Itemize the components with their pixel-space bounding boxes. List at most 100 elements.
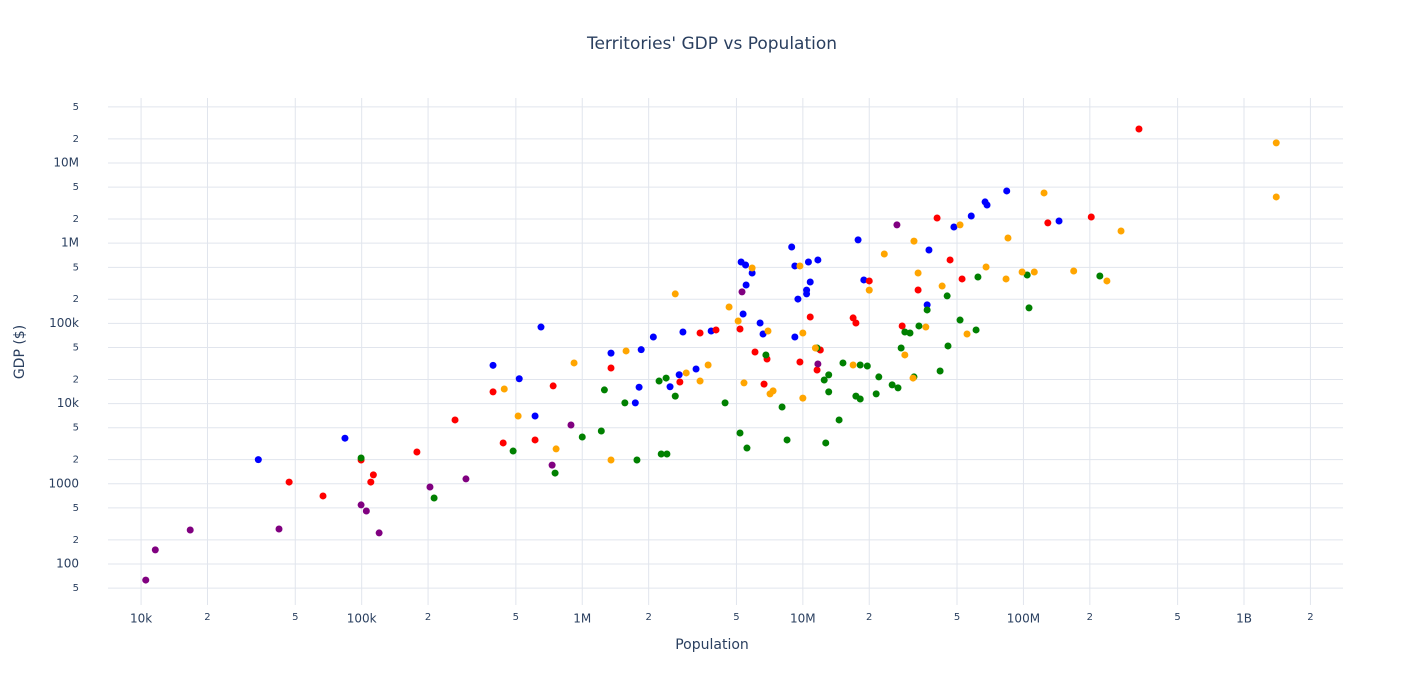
point — [756, 319, 764, 327]
y-tick-label: 5 — [73, 503, 79, 514]
point — [923, 301, 931, 309]
point — [839, 359, 847, 367]
point — [811, 344, 819, 352]
x-tick-label: 2 — [1087, 612, 1093, 623]
point — [1002, 275, 1010, 283]
point — [500, 385, 508, 393]
point — [778, 403, 786, 411]
x-tick-label: 2 — [204, 612, 210, 623]
point — [799, 394, 807, 402]
y-tick-label: 2 — [73, 535, 79, 546]
point — [835, 416, 843, 424]
point — [1018, 268, 1026, 276]
point — [914, 286, 922, 294]
point — [936, 367, 944, 375]
y-tick-label: 10M — [53, 155, 79, 169]
point — [600, 386, 608, 394]
point — [548, 461, 556, 469]
point — [748, 269, 756, 277]
point — [357, 454, 365, 462]
point — [142, 576, 150, 584]
point — [922, 323, 930, 331]
point — [915, 322, 923, 330]
point — [806, 278, 814, 286]
point — [956, 221, 964, 229]
y-tick-label: 5 — [73, 343, 79, 354]
point — [923, 306, 931, 314]
y-tick-label: 2 — [73, 214, 79, 225]
point — [743, 444, 751, 452]
x-tick-label: 5 — [733, 612, 739, 623]
point — [1003, 187, 1011, 195]
point — [788, 243, 796, 251]
point — [637, 346, 645, 354]
point — [751, 348, 759, 356]
point — [888, 381, 896, 389]
point — [514, 412, 522, 420]
point — [910, 237, 918, 245]
point — [748, 264, 756, 272]
point — [814, 360, 822, 368]
point — [762, 351, 770, 359]
point — [649, 333, 657, 341]
point — [549, 382, 557, 390]
point — [254, 456, 262, 464]
point — [791, 333, 799, 341]
point — [1103, 277, 1111, 285]
y-tick-label: 2 — [73, 134, 79, 145]
point — [791, 262, 799, 270]
point — [1030, 268, 1038, 276]
point — [972, 326, 980, 334]
point — [897, 344, 905, 352]
point — [794, 295, 802, 303]
point — [742, 261, 750, 269]
point — [860, 276, 868, 284]
point — [796, 262, 804, 270]
point — [813, 366, 821, 374]
y-tick-label: 2 — [73, 374, 79, 385]
point — [925, 246, 933, 254]
y-tick-label: 100k — [49, 316, 79, 330]
x-tick-label: 1B — [1236, 612, 1252, 626]
point — [657, 450, 665, 458]
point — [739, 310, 747, 318]
point — [631, 399, 639, 407]
y-tick-label: 2 — [73, 455, 79, 466]
point — [854, 236, 862, 244]
point — [822, 439, 830, 447]
y-tick-label: 2 — [73, 294, 79, 305]
point — [367, 478, 375, 486]
point — [531, 412, 539, 420]
point — [1096, 272, 1104, 280]
point — [944, 342, 952, 350]
point — [736, 429, 744, 437]
point — [671, 290, 679, 298]
point — [1070, 267, 1078, 275]
point — [341, 434, 349, 442]
point — [738, 288, 746, 296]
point — [671, 392, 679, 400]
point — [967, 212, 975, 220]
point — [537, 323, 545, 331]
point — [849, 314, 857, 322]
point — [621, 399, 629, 407]
point — [635, 383, 643, 391]
point — [430, 494, 438, 502]
point — [825, 388, 833, 396]
point — [552, 445, 560, 453]
x-tick-label: 2 — [1307, 612, 1313, 623]
point — [607, 364, 615, 372]
point — [742, 281, 750, 289]
x-tick-label: 5 — [954, 612, 960, 623]
point — [489, 361, 497, 369]
point — [760, 380, 768, 388]
point — [567, 421, 575, 429]
point — [696, 377, 704, 385]
point — [856, 361, 864, 369]
point — [796, 358, 804, 366]
point — [958, 275, 966, 283]
point — [451, 416, 459, 424]
point — [679, 328, 687, 336]
y-tick-label: 5 — [73, 262, 79, 273]
point — [499, 439, 507, 447]
